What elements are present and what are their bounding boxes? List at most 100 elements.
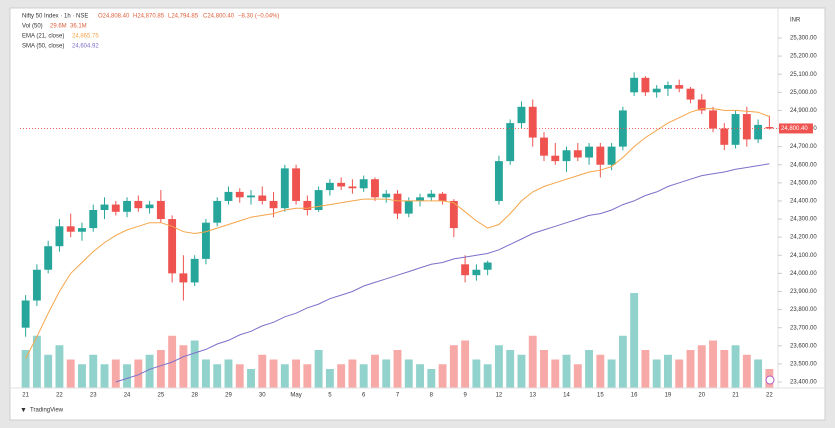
candle-body bbox=[438, 193, 447, 201]
candle-body bbox=[258, 195, 267, 201]
x-tick-label: 16 bbox=[631, 393, 638, 399]
volume-bar bbox=[607, 359, 616, 388]
volume-bar bbox=[21, 350, 30, 388]
x-tick-label: 13 bbox=[529, 393, 536, 399]
x-tick-label: 15 bbox=[597, 393, 604, 399]
volume-bar bbox=[461, 340, 470, 388]
volume-bar bbox=[585, 350, 594, 388]
candle-body bbox=[607, 146, 616, 165]
candle-body bbox=[618, 110, 627, 147]
x-tick-label: 5 bbox=[328, 393, 332, 399]
volume-bar bbox=[483, 364, 492, 388]
candle-body bbox=[686, 88, 695, 100]
candle-body bbox=[235, 191, 244, 198]
x-tick-label: 29 bbox=[225, 393, 232, 399]
x-tick-label: 14 bbox=[563, 393, 570, 399]
candle-body bbox=[585, 146, 594, 158]
volume-bar bbox=[224, 359, 233, 388]
candle-body bbox=[573, 150, 582, 158]
candle-body bbox=[168, 219, 177, 274]
settings-icon[interactable] bbox=[765, 375, 775, 385]
candle-body bbox=[461, 264, 470, 276]
candle-body bbox=[123, 200, 131, 212]
candle-body bbox=[348, 186, 357, 189]
candle-body bbox=[652, 88, 661, 93]
volume-bar bbox=[528, 335, 537, 388]
volume-bar bbox=[337, 364, 346, 388]
y-tick-label: 23,800.00 bbox=[790, 307, 817, 313]
volume-bar bbox=[754, 359, 763, 388]
volume-bar bbox=[201, 359, 210, 388]
candle-body bbox=[247, 195, 255, 198]
candle-body bbox=[720, 128, 729, 145]
candle-body bbox=[697, 99, 706, 111]
ohlc-change: −8.30 (−0.04%) bbox=[238, 14, 279, 20]
candle-body bbox=[641, 77, 650, 93]
candle-body bbox=[709, 110, 717, 129]
y-tick-label: 24,100.00 bbox=[790, 253, 817, 259]
candle-body bbox=[179, 273, 188, 283]
volume-bar bbox=[190, 340, 199, 388]
x-tick-label: 30 bbox=[259, 393, 266, 399]
brand: ▼ TradingView bbox=[20, 407, 64, 414]
volume-bar bbox=[55, 345, 64, 388]
candle-body bbox=[303, 200, 312, 210]
volume-bar bbox=[44, 354, 53, 388]
candle-body bbox=[89, 210, 98, 229]
candle-body bbox=[754, 124, 763, 140]
candle-body bbox=[562, 150, 571, 162]
ohlc-close: C24,800.40 bbox=[203, 14, 235, 20]
candle-body bbox=[494, 161, 503, 201]
volume-bar bbox=[675, 359, 684, 388]
candle-body bbox=[78, 228, 86, 232]
volume-bar bbox=[573, 364, 582, 388]
candle-body bbox=[742, 114, 751, 140]
candle-body bbox=[66, 226, 75, 232]
volume-bar bbox=[562, 354, 571, 388]
volume-bar bbox=[123, 364, 131, 388]
ma-legend-name: EMA (21, close) bbox=[22, 34, 64, 40]
volume-bar bbox=[506, 350, 515, 388]
y-tick-label: 24,400.00 bbox=[790, 199, 817, 205]
volume-bar bbox=[145, 354, 154, 388]
candle-body bbox=[630, 77, 639, 93]
volume-bar bbox=[618, 335, 627, 388]
volume-bar bbox=[596, 354, 605, 388]
y-tick-label: 25,100.00 bbox=[790, 72, 817, 78]
volume-bar bbox=[540, 350, 548, 388]
candle-body bbox=[201, 222, 210, 259]
volume-bar bbox=[517, 354, 526, 388]
x-tick-label: 22 bbox=[56, 393, 63, 399]
x-tick-label: 6 bbox=[362, 393, 366, 399]
volume-bar bbox=[134, 359, 143, 388]
volume-bar bbox=[32, 335, 41, 388]
ma-legend-value: 24,865.75 bbox=[72, 34, 99, 40]
ohlc-open: O24,808.40 bbox=[98, 14, 130, 20]
y-tick-label: 24,900.00 bbox=[790, 108, 817, 114]
volume-bar bbox=[303, 364, 312, 388]
candle-body bbox=[483, 262, 492, 270]
x-tick-label: 22 bbox=[766, 393, 773, 399]
candle-body bbox=[213, 200, 222, 223]
volume-bar bbox=[404, 359, 413, 388]
candle-body bbox=[32, 269, 41, 301]
candle-body bbox=[517, 106, 526, 124]
x-tick-label: 7 bbox=[396, 393, 400, 399]
ma-legend-name: SMA (50, close) bbox=[22, 44, 64, 50]
candle-body bbox=[111, 204, 120, 212]
x-tick-label: 8 bbox=[430, 393, 434, 399]
volume-ma-value: 36.1M bbox=[70, 24, 87, 30]
volume-bar bbox=[280, 364, 289, 388]
y-tick-label: 25,000.00 bbox=[790, 90, 817, 96]
volume-bar bbox=[179, 345, 188, 388]
y-tick-label: 24,500.00 bbox=[790, 180, 817, 186]
brand-name: TradingView bbox=[30, 408, 64, 414]
volume-bar bbox=[156, 350, 165, 388]
candle-body bbox=[145, 204, 154, 209]
candle-body bbox=[190, 258, 199, 283]
y-tick-label: 24,600.00 bbox=[790, 162, 817, 168]
volume-bar bbox=[359, 364, 368, 388]
volume-bar bbox=[472, 359, 481, 388]
volume-bar bbox=[348, 359, 357, 388]
candle-body bbox=[337, 182, 346, 187]
